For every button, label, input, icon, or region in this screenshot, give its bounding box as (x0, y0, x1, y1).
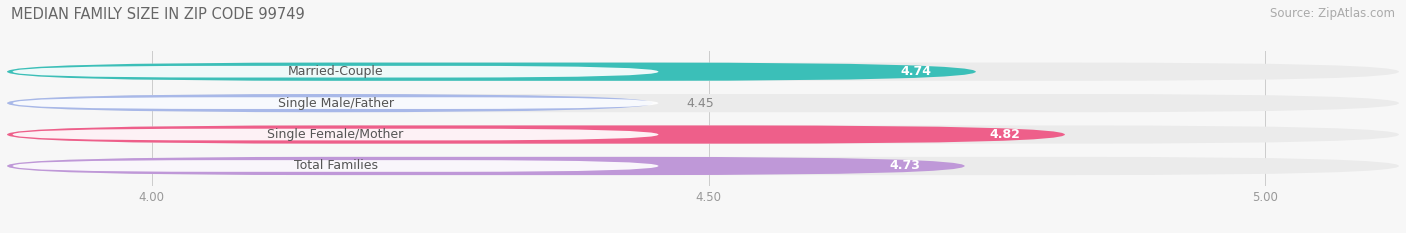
Text: Total Families: Total Families (294, 159, 378, 172)
FancyBboxPatch shape (7, 63, 1399, 81)
Text: MEDIAN FAMILY SIZE IN ZIP CODE 99749: MEDIAN FAMILY SIZE IN ZIP CODE 99749 (11, 7, 305, 22)
FancyBboxPatch shape (7, 94, 652, 112)
FancyBboxPatch shape (13, 129, 658, 140)
FancyBboxPatch shape (13, 97, 658, 109)
FancyBboxPatch shape (7, 63, 976, 81)
FancyBboxPatch shape (13, 160, 658, 172)
FancyBboxPatch shape (7, 94, 1399, 112)
Text: Single Male/Father: Single Male/Father (277, 97, 394, 110)
FancyBboxPatch shape (7, 157, 1399, 175)
Text: Source: ZipAtlas.com: Source: ZipAtlas.com (1270, 7, 1395, 20)
Text: 4.45: 4.45 (686, 97, 714, 110)
Text: 4.74: 4.74 (900, 65, 931, 78)
FancyBboxPatch shape (7, 125, 1399, 144)
FancyBboxPatch shape (13, 66, 658, 78)
Text: 4.73: 4.73 (889, 159, 920, 172)
Text: Single Female/Mother: Single Female/Mother (267, 128, 404, 141)
FancyBboxPatch shape (7, 157, 965, 175)
FancyBboxPatch shape (7, 125, 1064, 144)
Text: Married-Couple: Married-Couple (288, 65, 384, 78)
Text: 4.82: 4.82 (990, 128, 1021, 141)
